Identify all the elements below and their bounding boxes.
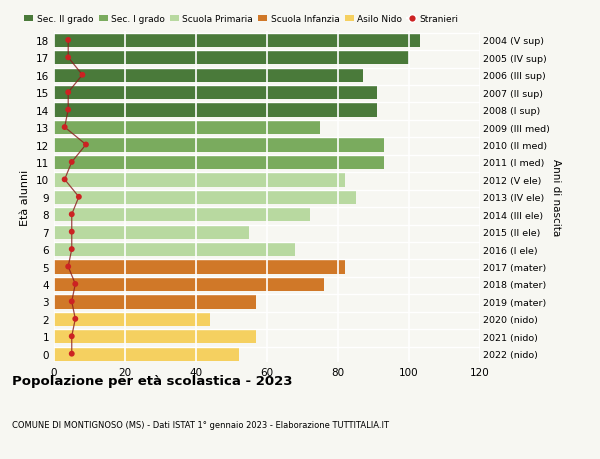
Point [67, 211, 77, 218]
Point [64, 263, 73, 271]
Text: Popolazione per età scolastica - 2023: Popolazione per età scolastica - 2023 [12, 374, 293, 387]
Point [77, 72, 87, 79]
Point [67, 159, 77, 166]
Y-axis label: Anni di nascita: Anni di nascita [551, 159, 561, 236]
Bar [54, 103, 377, 118]
Bar [54, 295, 256, 309]
Bar [54, 173, 345, 187]
Point [71, 280, 80, 288]
Point [67, 350, 77, 358]
Legend: Sec. II grado, Sec. I grado, Scuola Primaria, Scuola Infanzia, Asilo Nido, Stran: Sec. II grado, Sec. I grado, Scuola Prim… [25, 15, 458, 24]
Bar [54, 34, 419, 48]
Bar [54, 190, 356, 205]
Bar [54, 260, 345, 274]
Point [67, 333, 77, 340]
Point [64, 37, 73, 45]
Bar [54, 51, 409, 65]
Point [60, 124, 70, 131]
Bar [54, 207, 310, 222]
Bar [54, 225, 249, 239]
Point [67, 246, 77, 253]
Point [81, 141, 91, 149]
Point [71, 315, 80, 323]
Text: COMUNE DI MONTIGNOSO (MS) - Dati ISTAT 1° gennaio 2023 - Elaborazione TUTTITALIA: COMUNE DI MONTIGNOSO (MS) - Dati ISTAT 1… [12, 420, 389, 429]
Bar [54, 277, 324, 291]
Bar [54, 86, 377, 100]
Point [60, 176, 70, 184]
Bar [54, 138, 384, 152]
Point [64, 55, 73, 62]
Y-axis label: Età alunni: Età alunni [20, 169, 31, 225]
Point [67, 298, 77, 305]
Point [67, 229, 77, 236]
Bar [54, 347, 239, 361]
Bar [54, 68, 363, 83]
Bar [54, 156, 384, 170]
Bar [54, 312, 210, 326]
Point [64, 90, 73, 97]
Bar [54, 242, 295, 257]
Bar [54, 121, 320, 135]
Point [64, 107, 73, 114]
Point [74, 194, 83, 201]
Bar [54, 330, 256, 344]
